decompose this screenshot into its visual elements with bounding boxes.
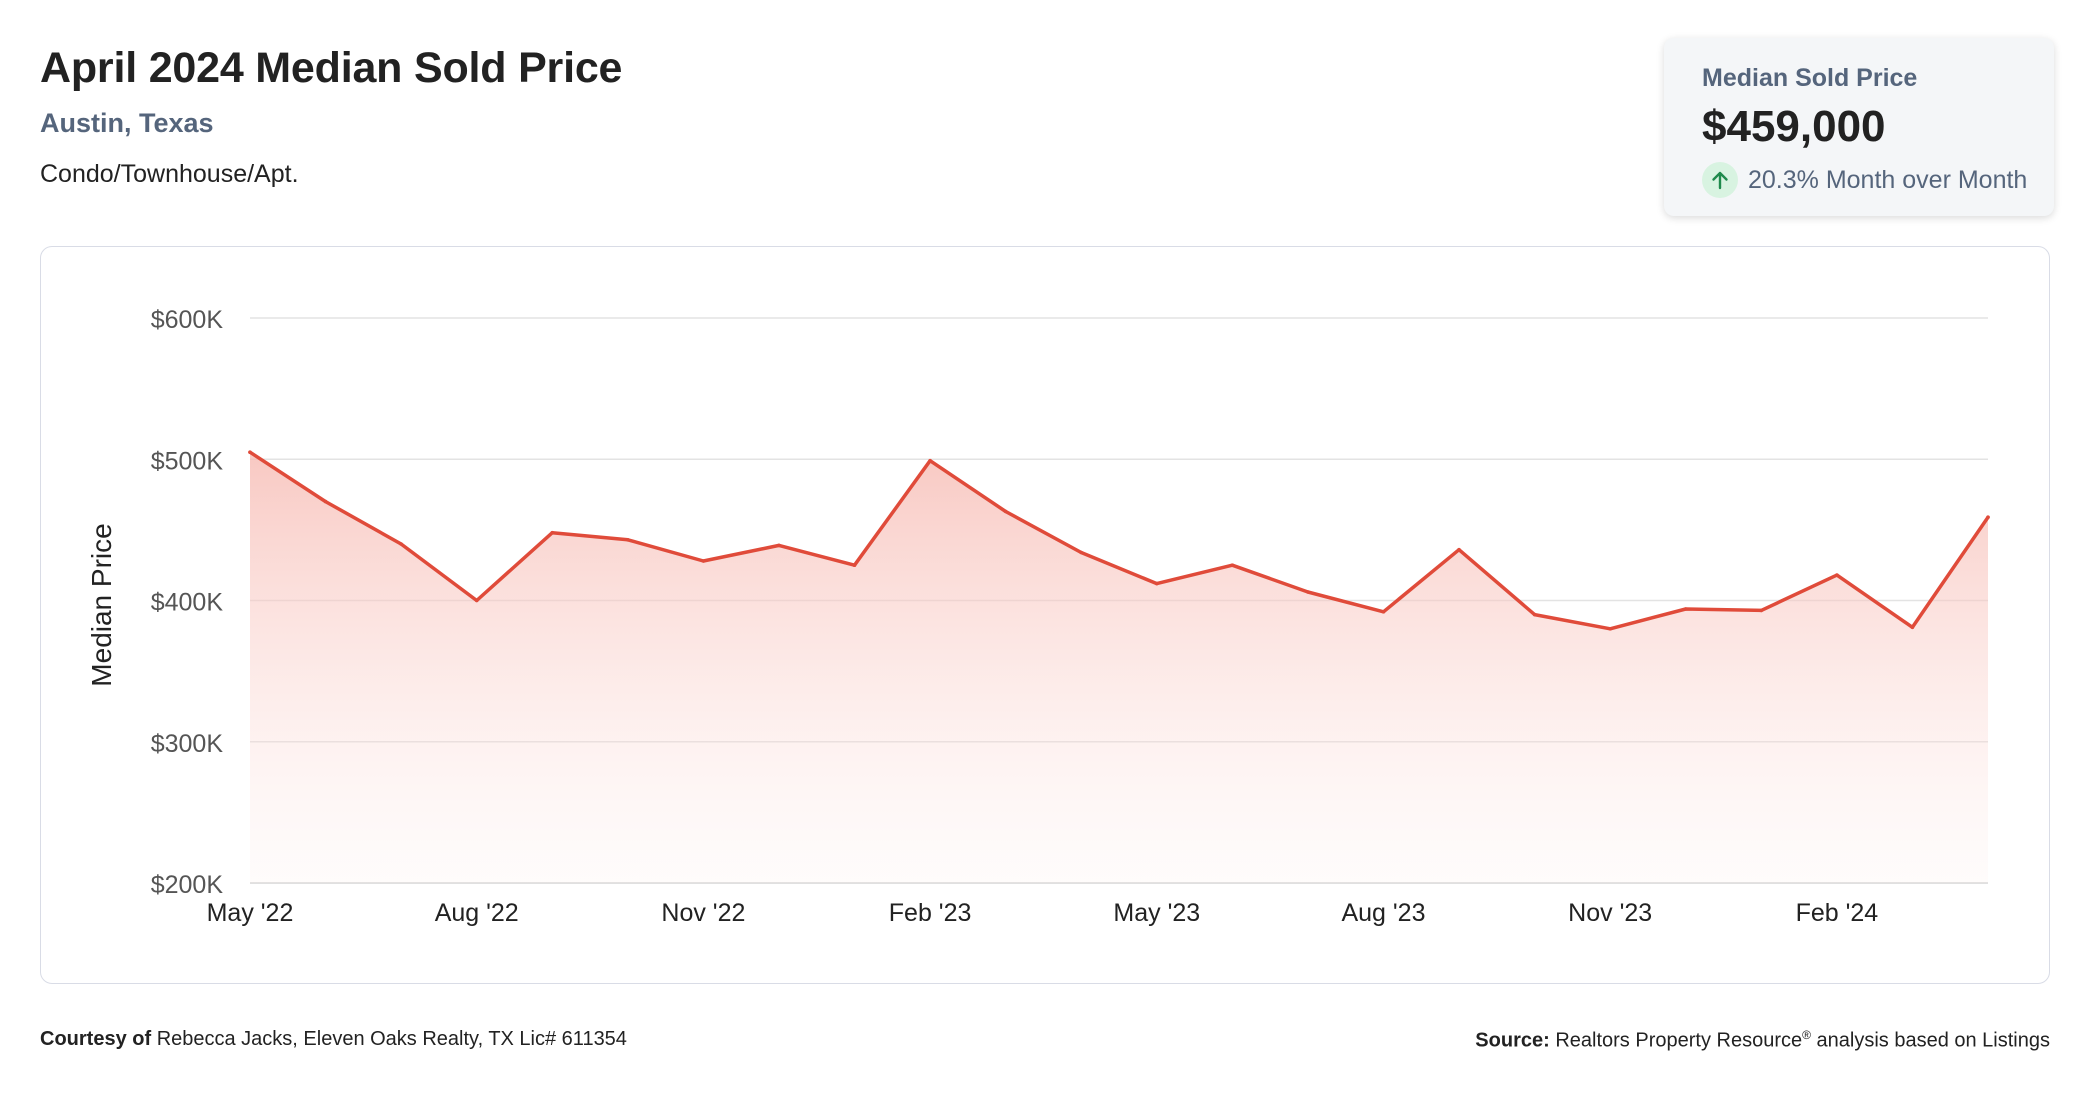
x-tick-label: May '22 xyxy=(207,899,294,927)
data-point xyxy=(1230,563,1235,567)
data-point xyxy=(474,598,479,603)
data-point xyxy=(1381,610,1386,614)
y-axis-label: Median Price xyxy=(86,523,117,686)
data-point xyxy=(777,543,781,548)
data-point xyxy=(1683,607,1688,611)
source-text: Realtors Property Resource xyxy=(1555,1029,1803,1052)
data-point xyxy=(1155,581,1159,586)
x-tick-label: May '23 xyxy=(1113,899,1200,927)
property-type-label: Condo/Townhouse/Apt. xyxy=(40,160,299,188)
stat-change: 20.3% Month over Month xyxy=(1702,160,2027,200)
data-point xyxy=(1986,515,1990,519)
x-tick-label: Aug '22 xyxy=(435,899,519,927)
y-tick-label: $500K xyxy=(151,447,224,475)
data-point xyxy=(1835,573,1839,577)
page-title: April 2024 Median Sold Price xyxy=(40,44,623,92)
courtesy-text: Rebecca Jacks, Eleven Oaks Realty, TX Li… xyxy=(156,1028,627,1050)
courtesy-label: Courtesy of xyxy=(40,1028,152,1050)
data-point xyxy=(626,538,630,542)
median-price-chart: $600K $500K $400K $300K $200K May '22 Aug '22… xyxy=(86,306,1990,927)
registered-mark: ® xyxy=(1802,1028,1811,1042)
stat-value: $459,000 xyxy=(1702,102,1886,151)
arrow-up-icon xyxy=(1702,162,1738,198)
data-point xyxy=(1759,608,1764,613)
x-tick-label: Nov '22 xyxy=(661,899,745,927)
data-point xyxy=(1003,509,1008,514)
y-tick-label: $600K xyxy=(151,306,224,334)
chart-container: $600K $500K $400K $300K $200K May '22 Aug '22… xyxy=(40,246,2050,984)
location-label: Austin, Texas xyxy=(40,108,214,138)
source-note: Source: Realtors Property Resource® anal… xyxy=(1475,1028,2050,1053)
data-point xyxy=(399,542,403,546)
median-price-stat-card: Median Sold Price $459,000 20.3% Month o… xyxy=(1664,38,2054,216)
data-point xyxy=(1306,590,1310,594)
y-tick-label: $200K xyxy=(151,871,224,899)
courtesy-note: Courtesy of Rebecca Jacks, Eleven Oaks R… xyxy=(40,1028,627,1051)
source-label: Source: xyxy=(1475,1029,1550,1052)
x-tick-label: Feb '23 xyxy=(889,899,972,927)
data-point xyxy=(1910,625,1915,630)
data-point xyxy=(1079,550,1083,555)
x-tick-label: Nov '23 xyxy=(1568,899,1652,927)
data-point xyxy=(1457,547,1461,552)
data-point xyxy=(550,530,555,535)
x-tick-label: Feb '24 xyxy=(1796,899,1879,927)
data-point xyxy=(852,563,857,567)
y-tick-label: $400K xyxy=(151,589,224,617)
data-point xyxy=(1532,612,1537,617)
data-point xyxy=(323,499,328,504)
area-fill xyxy=(250,452,1988,883)
source-suffix: analysis based on Listings xyxy=(1816,1029,2050,1052)
data-point xyxy=(928,458,932,463)
x-tick-label: Aug '23 xyxy=(1341,899,1425,927)
series-line xyxy=(248,450,1990,631)
data-point xyxy=(248,450,252,454)
data-point xyxy=(701,559,706,563)
stat-label: Median Sold Price xyxy=(1702,64,1918,92)
y-tick-label: $300K xyxy=(151,730,224,758)
data-point xyxy=(1608,627,1612,631)
stat-change-text: 20.3% Month over Month xyxy=(1748,165,2028,194)
